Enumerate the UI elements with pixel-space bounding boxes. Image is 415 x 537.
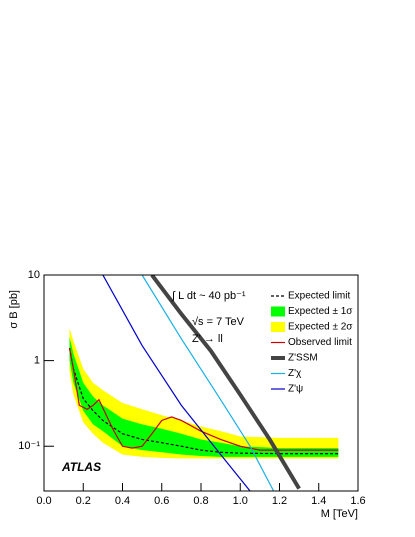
y-tick-label: 10	[28, 269, 40, 281]
x-tick-label: 0.0	[36, 495, 51, 507]
series-line	[102, 275, 251, 491]
plot-area	[68, 275, 339, 491]
legend-label: Expected ± 2σ	[288, 322, 353, 333]
legend-swatch	[271, 306, 285, 317]
atlas-label: ATLAS	[61, 460, 101, 474]
annotation: √s = 7 TeV	[192, 316, 245, 328]
legend-label: Expected limit	[288, 291, 350, 302]
series-line	[150, 275, 301, 490]
y-tick-label: 10⁻¹	[18, 440, 40, 452]
legend-swatch	[271, 322, 285, 332]
series-line	[68, 347, 339, 455]
legend-label: Z'ψ	[288, 384, 303, 395]
legend-label: Observed limit	[288, 337, 352, 348]
annotation: Z' → ll	[192, 333, 223, 345]
x-tick-label: 0.2	[76, 495, 91, 507]
y-axis-label: σ B [pb]	[8, 290, 20, 329]
annotation: ∫ L dt ~ 40 pb⁻¹	[171, 290, 246, 302]
legend-label: Z'χ	[288, 368, 302, 379]
band	[69, 336, 339, 457]
y-tick-label: 1	[34, 355, 40, 367]
series-line	[68, 347, 339, 451]
x-tick-label: 1.4	[311, 495, 326, 507]
x-tick-label: 1.0	[233, 495, 248, 507]
series-line	[141, 275, 275, 491]
x-axis-label: M [TeV]	[321, 508, 358, 520]
legend-label: Z'SSM	[288, 353, 318, 364]
x-tick-label: 0.8	[193, 495, 208, 507]
x-tick-label: 0.4	[115, 495, 130, 507]
x-tick-label: 0.6	[154, 495, 169, 507]
x-tick-label: 1.6	[350, 495, 365, 507]
legend-label: Expected ± 1σ	[288, 306, 353, 317]
x-tick-label: 1.2	[272, 495, 287, 507]
